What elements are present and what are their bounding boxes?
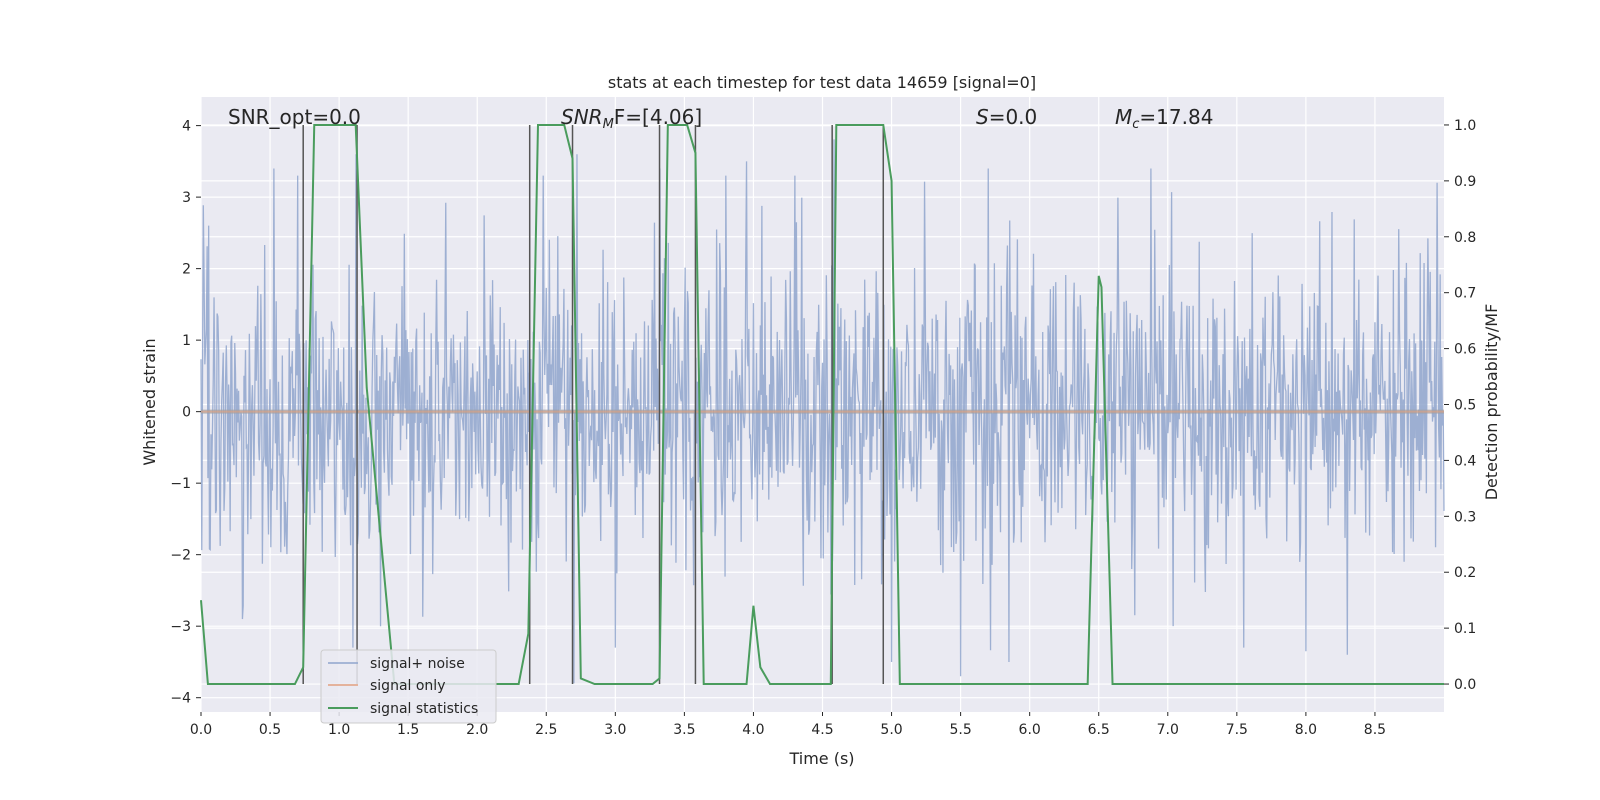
x-tick-label: 0.0 — [190, 722, 212, 738]
x-tick-label: 6.5 — [1088, 722, 1110, 738]
y2-tick-label: 0.5 — [1454, 398, 1476, 414]
x-axis-ticks: 0.0 0.5 1.0 1.5 2.0 2.5 3.0 3.5 4.0 4.5 5.0 5.5 6.0 6… — [190, 712, 1386, 738]
x-tick-label: 4.0 — [742, 722, 764, 738]
annotation-s: S=0.0 — [976, 105, 1037, 129]
y2-tick-label: 0.4 — [1454, 453, 1476, 469]
x-axis-label: Time (s) — [788, 749, 854, 768]
y2-tick-label: 0.0 — [1454, 677, 1476, 693]
x-tick-label: 5.0 — [880, 722, 902, 738]
x-tick-label: 8.5 — [1364, 722, 1386, 738]
y2-axis-label: Detection probability/MF — [1482, 304, 1501, 501]
y-tick-label: −2 — [170, 548, 191, 564]
annotation-s-value: =0.0 — [989, 105, 1038, 129]
y2-axis-ticks: 0.0 0.1 0.2 0.3 0.4 0.5 0.6 0.7 0.8 0.9 1.0 — [1444, 118, 1476, 693]
y2-tick-label: 0.1 — [1454, 621, 1476, 637]
x-tick-label: 8.0 — [1295, 722, 1317, 738]
y-tick-label: 4 — [182, 119, 191, 135]
legend-label-signal-statistics: signal statistics — [370, 701, 478, 717]
y-tick-label: 0 — [182, 405, 191, 421]
x-tick-label: 2.0 — [466, 722, 488, 738]
x-tick-label: 6.0 — [1019, 722, 1041, 738]
annotation-mc-value: =17.84 — [1139, 105, 1213, 129]
x-tick-label: 3.5 — [673, 722, 695, 738]
y-tick-label: −3 — [170, 619, 191, 635]
y-tick-label: 3 — [182, 190, 191, 206]
y-tick-label: −1 — [170, 476, 191, 492]
y-tick-label: 2 — [182, 262, 191, 278]
annotation-s-symbol: S — [976, 105, 989, 129]
chart-title: stats at each timestep for test data 146… — [608, 73, 1036, 92]
x-tick-label: 1.5 — [397, 722, 419, 738]
x-tick-label: 2.5 — [535, 722, 557, 738]
x-tick-label: 7.0 — [1157, 722, 1179, 738]
y-axis-label: Whitened strain — [140, 338, 159, 465]
x-tick-label: 5.5 — [949, 722, 971, 738]
x-tick-label: 3.0 — [604, 722, 626, 738]
y2-tick-label: 0.9 — [1454, 174, 1476, 190]
y-tick-label: 1 — [182, 333, 191, 349]
annotation-mc-subscript: c — [1132, 117, 1139, 132]
legend-label-signal-only: signal only — [370, 678, 445, 694]
y-axis-ticks: −4 −3 −2 −1 0 1 2 3 4 — [170, 119, 201, 707]
annotation-snr-mf-value: F=[4.06] — [614, 105, 702, 129]
annotation-mc: Mc=17.84 — [1115, 105, 1213, 132]
y2-tick-label: 0.7 — [1454, 286, 1476, 302]
y2-tick-label: 0.2 — [1454, 565, 1476, 581]
annotation-snr-mf: SNRMF=[4.06] — [561, 105, 702, 132]
signal-statistics-series — [200, 123, 1444, 686]
y2-tick-label: 0.6 — [1454, 342, 1476, 358]
x-tick-label: 0.5 — [259, 722, 281, 738]
legend: signal+ noise signal only signal statist… — [320, 649, 497, 724]
signal-noise-trace — [200, 139, 1445, 684]
legend-box — [320, 649, 497, 724]
y2-tick-label: 1.0 — [1454, 118, 1476, 134]
y-tick-label: −4 — [170, 691, 191, 707]
legend-label-signal-noise: signal+ noise — [370, 656, 465, 672]
x-tick-label: 1.0 — [328, 722, 350, 738]
annotation-snr-opt: SNR_opt=0.0 — [228, 105, 361, 129]
annotation-mc-symbol: M — [1115, 105, 1132, 129]
y2-tick-label: 0.8 — [1454, 230, 1476, 246]
x-tick-label: 4.5 — [811, 722, 833, 738]
annotation-snr-mf-symbol: SNR — [561, 105, 603, 129]
annotation-snr-mf-subscript: M — [603, 117, 614, 132]
x-tick-label: 7.5 — [1226, 722, 1248, 738]
y2-tick-label: 0.3 — [1454, 509, 1476, 525]
